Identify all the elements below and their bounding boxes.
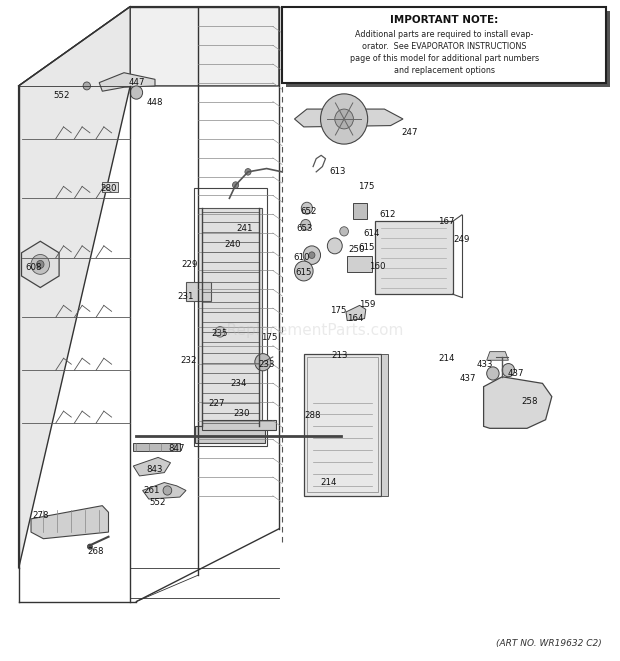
Bar: [186, 282, 211, 301]
Circle shape: [340, 227, 348, 236]
Bar: [102, 182, 118, 192]
Bar: [375, 221, 453, 294]
Circle shape: [301, 219, 311, 230]
Text: 615: 615: [359, 243, 375, 253]
Text: 230: 230: [234, 408, 250, 418]
Text: 268: 268: [88, 547, 104, 557]
Text: 214: 214: [438, 354, 454, 363]
Circle shape: [335, 109, 353, 129]
Text: 250: 250: [348, 245, 365, 254]
Circle shape: [163, 486, 172, 495]
Polygon shape: [31, 506, 108, 539]
Text: 261: 261: [144, 486, 160, 495]
Text: 437: 437: [508, 369, 524, 378]
Text: 159: 159: [359, 299, 375, 309]
Bar: [194, 188, 267, 446]
Text: 214: 214: [321, 478, 337, 487]
Polygon shape: [346, 305, 366, 321]
Polygon shape: [484, 377, 552, 428]
Circle shape: [309, 252, 315, 258]
Text: 175: 175: [330, 306, 346, 315]
Circle shape: [83, 82, 91, 90]
Bar: [381, 354, 388, 496]
Circle shape: [255, 354, 271, 371]
Text: 227: 227: [209, 399, 225, 408]
Circle shape: [245, 169, 251, 175]
Text: 614: 614: [364, 229, 380, 238]
Polygon shape: [133, 457, 171, 476]
Text: 288: 288: [305, 410, 321, 420]
Text: Additional parts are required to install evap-
orator.  See EVAPORATOR INSTRUCTI: Additional parts are required to install…: [350, 30, 539, 75]
Text: 612: 612: [379, 210, 396, 219]
Circle shape: [294, 261, 313, 281]
Text: 234: 234: [231, 379, 247, 388]
Text: 448: 448: [147, 98, 163, 107]
Bar: [195, 426, 265, 443]
Polygon shape: [143, 483, 186, 499]
Text: 653: 653: [297, 223, 313, 233]
Circle shape: [37, 260, 44, 268]
Bar: [347, 256, 372, 272]
Circle shape: [232, 182, 239, 188]
Text: 175: 175: [358, 182, 374, 191]
Text: 164: 164: [347, 314, 363, 323]
Text: 249: 249: [454, 235, 470, 244]
Bar: [198, 208, 262, 426]
Bar: [202, 420, 276, 430]
Text: 447: 447: [128, 78, 144, 87]
Polygon shape: [487, 352, 508, 360]
Text: 437: 437: [460, 373, 476, 383]
Text: IMPORTANT NOTE:: IMPORTANT NOTE:: [390, 15, 498, 24]
Polygon shape: [19, 7, 130, 568]
Text: 610: 610: [294, 253, 310, 262]
Polygon shape: [99, 73, 155, 91]
Text: 241: 241: [237, 223, 253, 233]
Circle shape: [215, 327, 225, 337]
Text: 843: 843: [147, 465, 163, 474]
Circle shape: [327, 238, 342, 254]
Circle shape: [87, 544, 92, 549]
Text: eReplacementParts.com: eReplacementParts.com: [217, 323, 403, 338]
Bar: [304, 354, 381, 496]
Text: 213: 213: [332, 351, 348, 360]
Bar: [133, 443, 180, 451]
Text: (ART NO. WR19632 C2): (ART NO. WR19632 C2): [495, 639, 601, 648]
Text: 175: 175: [262, 332, 278, 342]
Text: 278: 278: [32, 511, 48, 520]
Text: 280: 280: [100, 184, 117, 193]
Text: 160: 160: [369, 262, 385, 271]
Text: 613: 613: [330, 167, 346, 176]
Text: 652: 652: [300, 207, 316, 216]
Bar: [353, 203, 367, 219]
Circle shape: [301, 202, 312, 214]
Text: 167: 167: [438, 217, 454, 226]
Bar: [282, 7, 606, 83]
Polygon shape: [294, 109, 403, 127]
Circle shape: [130, 86, 143, 99]
Text: 552: 552: [54, 91, 70, 100]
Circle shape: [303, 246, 321, 264]
Text: 433: 433: [477, 360, 493, 369]
Text: 258: 258: [522, 397, 538, 406]
Bar: [286, 11, 610, 87]
Text: 847: 847: [169, 444, 185, 453]
Text: 552: 552: [150, 498, 166, 507]
Text: 247: 247: [401, 128, 417, 137]
Text: 615: 615: [296, 268, 312, 278]
Text: 235: 235: [212, 329, 228, 338]
Text: 608: 608: [26, 263, 42, 272]
Text: 231: 231: [178, 292, 194, 301]
Circle shape: [487, 367, 499, 380]
Circle shape: [502, 364, 515, 377]
Polygon shape: [19, 7, 279, 86]
Circle shape: [31, 254, 50, 274]
Text: 240: 240: [224, 240, 241, 249]
Bar: [307, 357, 378, 492]
Text: 229: 229: [181, 260, 197, 269]
Circle shape: [321, 94, 368, 144]
Text: 232: 232: [181, 356, 197, 365]
Text: 233: 233: [259, 360, 275, 369]
